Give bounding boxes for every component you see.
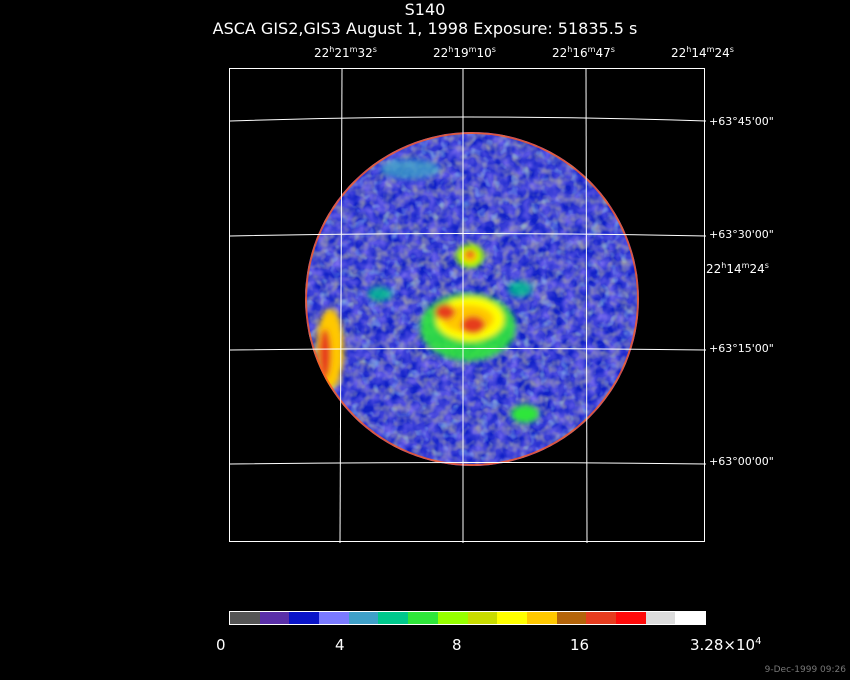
ra-label-4: 22h14m24s: [671, 45, 734, 60]
coordinate-grid: [230, 69, 706, 543]
ra-label-1: 22h21m32s: [314, 45, 377, 60]
colorbar-swatch: [467, 612, 498, 624]
colorbar-swatch: [497, 612, 527, 624]
colorbar-swatch: [319, 612, 349, 624]
ra-label-3: 22h16m47s: [552, 45, 615, 60]
image-frame: [229, 68, 706, 543]
source-disk: [305, 132, 639, 466]
dec-label-4: +63°00'00": [709, 455, 774, 468]
colorbar-swatch: [645, 612, 676, 624]
colorbar-swatch: [615, 612, 646, 624]
colorbar-swatch: [586, 612, 616, 624]
colorbar-label-4: 4: [335, 636, 345, 654]
colorbar-swatch: [437, 612, 468, 624]
xray-image: [230, 69, 706, 543]
ra-label-2: 22h19m10s: [433, 45, 496, 60]
colorbar-label-max: 3.28×104: [690, 636, 762, 654]
colorbar-swatch: [408, 612, 438, 624]
dec-label-1: +63°45'00": [709, 115, 774, 128]
colorbar-label-0: 0: [216, 636, 226, 654]
colorbar-swatch: [230, 612, 260, 624]
colorbar-swatch: [556, 612, 587, 624]
colorbar-swatch: [289, 612, 320, 624]
timestamp: 9-Dec-1999 09:26: [764, 665, 846, 675]
dec-label-2: +63°30'00": [709, 228, 774, 241]
colorbar-label-16: 16: [570, 636, 590, 654]
colorbar-swatch: [378, 612, 409, 624]
colorbar: [229, 611, 706, 625]
image-title: S140: [404, 0, 446, 19]
dec-label-3: +63°15'00": [709, 342, 774, 355]
colorbar-swatch: [675, 612, 705, 624]
colorbar-label-8: 8: [452, 636, 462, 654]
colorbar-swatch: [259, 612, 290, 624]
image-subtitle: ASCA GIS2,GIS3 August 1, 1998 Exposure: …: [212, 19, 638, 38]
colorbar-swatch: [348, 612, 379, 624]
colorbar-swatch: [526, 612, 557, 624]
ra-side-label: 22h14m24s: [706, 261, 769, 276]
